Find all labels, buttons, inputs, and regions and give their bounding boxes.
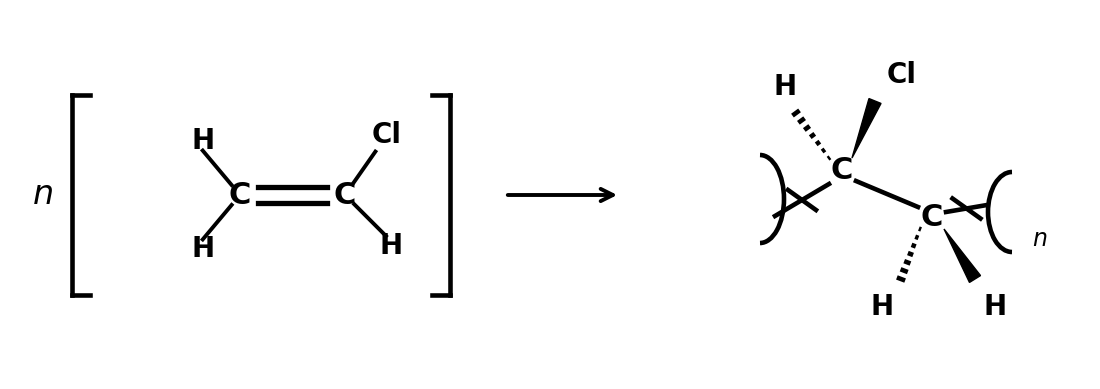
Text: H: H [379,232,403,260]
Text: Cl: Cl [887,61,917,89]
Polygon shape [944,229,980,282]
Text: Cl: Cl [372,121,402,149]
Text: H: H [773,73,796,101]
Text: H: H [870,293,893,321]
Text: C: C [921,203,943,231]
Text: C: C [229,180,251,210]
Text: H: H [191,126,214,154]
Text: H: H [983,293,1006,321]
Text: $n$: $n$ [1032,228,1047,251]
Text: C: C [830,156,854,186]
Text: C: C [333,180,356,210]
Text: $n$: $n$ [32,179,53,211]
Polygon shape [852,98,881,158]
Text: H: H [191,235,214,263]
